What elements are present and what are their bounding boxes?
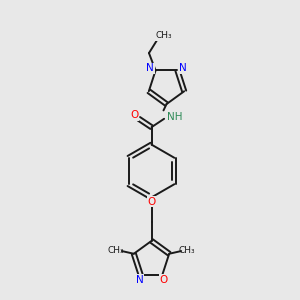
Text: CH₃: CH₃ [107, 246, 124, 255]
Text: CH₃: CH₃ [156, 32, 172, 40]
Text: NH: NH [167, 112, 182, 122]
Text: N: N [146, 63, 154, 73]
Text: O: O [160, 274, 168, 285]
Text: O: O [130, 110, 138, 120]
Text: N: N [179, 63, 187, 73]
Text: CH₃: CH₃ [179, 246, 196, 255]
Text: N: N [136, 274, 144, 285]
Text: O: O [147, 197, 156, 207]
